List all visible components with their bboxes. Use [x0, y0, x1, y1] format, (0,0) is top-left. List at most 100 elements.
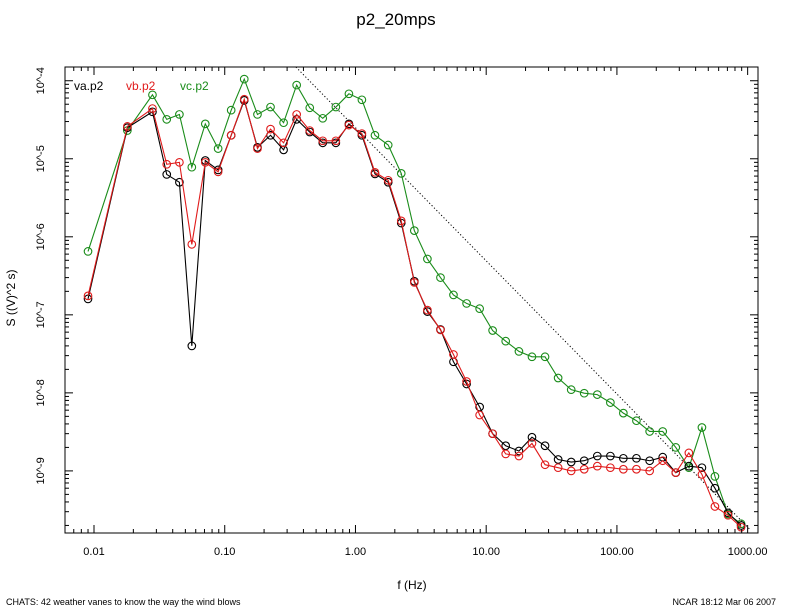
data-point: [632, 416, 641, 426]
data-point: [514, 446, 524, 456]
data-point: [162, 159, 172, 169]
data-point: [618, 464, 628, 474]
data-point: [475, 304, 484, 314]
y-tick-label: 10^-8: [35, 379, 47, 406]
data-point: [318, 113, 328, 123]
data-point: [710, 502, 720, 511]
chart-title: p2_20mps: [356, 10, 436, 29]
data-point: [684, 448, 694, 458]
data-point: [501, 441, 511, 451]
data-point: [488, 326, 497, 335]
data-point: [305, 103, 315, 113]
data-point: [266, 102, 275, 112]
data-point: [148, 90, 157, 100]
legend: va.p2 vb.p2 vc.p2: [74, 79, 209, 93]
data-point: [331, 102, 341, 112]
data-point: [684, 461, 694, 471]
y-axis-label: S ((V)^2 s): [4, 270, 18, 327]
data-point: [253, 110, 262, 119]
legend-entry: va.p2: [74, 79, 104, 93]
data-point: [239, 94, 249, 104]
data-point: [266, 124, 275, 134]
data-point: [632, 453, 641, 463]
y-tick-label: 10^-6: [35, 223, 47, 250]
data-point: [175, 110, 184, 119]
series-line: [87, 97, 742, 528]
data-point: [436, 325, 445, 335]
y-tick-label: 10^-7: [35, 301, 47, 328]
data-point: [187, 240, 197, 249]
data-point: [226, 130, 236, 140]
data-point: [357, 129, 367, 138]
data-point: [279, 138, 288, 148]
data-point: [162, 170, 172, 179]
data-point: [645, 427, 655, 436]
data-point: [423, 305, 432, 315]
data-point: [175, 177, 184, 187]
data-point: [723, 510, 733, 520]
data-point: [344, 120, 354, 130]
data-point: [606, 398, 615, 407]
data-point: [292, 110, 302, 119]
data-point: [83, 291, 93, 301]
data-point: [239, 74, 249, 84]
data-point: [449, 350, 458, 359]
data-point: [148, 104, 157, 113]
y-tick-label: 10^-4: [35, 67, 47, 94]
data-point: [697, 470, 707, 479]
data-point: [462, 379, 471, 389]
data-point: [396, 169, 406, 178]
data-point: [396, 216, 406, 226]
data-point: [540, 441, 550, 451]
data-point: [305, 126, 315, 135]
data-point: [436, 273, 445, 282]
data-point: [553, 463, 563, 473]
data-point: [409, 278, 419, 287]
data-point: [592, 390, 602, 399]
data-point: [606, 451, 615, 461]
x-tick-label: 0.10: [214, 546, 235, 558]
data-point: [370, 167, 380, 177]
data-point: [409, 226, 419, 235]
data-point: [736, 522, 746, 532]
x-tick-label: 1000.00: [728, 546, 768, 558]
data-point: [318, 136, 328, 146]
data-point: [579, 388, 589, 398]
x-tick-label: 100.00: [600, 546, 634, 558]
data-point: [527, 432, 537, 442]
data-point: [566, 385, 576, 394]
data-point: [226, 105, 236, 115]
data-point: [527, 352, 537, 362]
data-point: [658, 456, 668, 466]
plot-area-border: [64, 66, 759, 534]
data-point: [331, 136, 341, 146]
reference-slope-line: [295, 66, 751, 531]
data-point: [671, 443, 681, 452]
data-point: [162, 114, 172, 124]
data-point: [514, 451, 524, 461]
data-point: [658, 427, 668, 436]
axis-ticks: 0.01 0.10 1.00 10.00 100.00 1000.00 10^-9 10^-8…: [35, 67, 768, 558]
data-point: [566, 457, 576, 467]
data-point: [618, 453, 628, 463]
data-point: [200, 157, 210, 167]
data-point: [710, 472, 720, 481]
data-point: [344, 89, 354, 99]
data-point: [253, 144, 262, 153]
data-point: [370, 130, 380, 140]
data-point: [383, 140, 393, 150]
data-point: [175, 157, 184, 167]
data-point: [187, 162, 197, 172]
data-point: [83, 247, 93, 256]
data-point: [645, 466, 655, 476]
data-point: [213, 167, 223, 177]
data-point: [187, 341, 197, 351]
series-line: [87, 77, 742, 525]
data-point: [592, 451, 602, 461]
data-point: [383, 175, 393, 185]
y-tick-label: 10^-5: [35, 145, 47, 172]
data-point: [514, 347, 524, 356]
data-point: [488, 429, 497, 439]
reference-slope: [295, 66, 751, 531]
